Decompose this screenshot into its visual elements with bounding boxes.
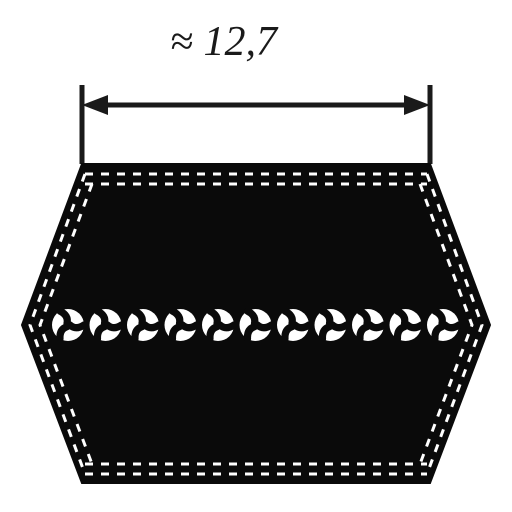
dimension-label: ≈ 12,7 bbox=[170, 18, 277, 66]
belt-cross-section-diagram bbox=[0, 0, 512, 512]
cord-row bbox=[51, 308, 460, 342]
dim-arrow-right bbox=[404, 95, 430, 115]
dim-arrow-left bbox=[82, 95, 108, 115]
